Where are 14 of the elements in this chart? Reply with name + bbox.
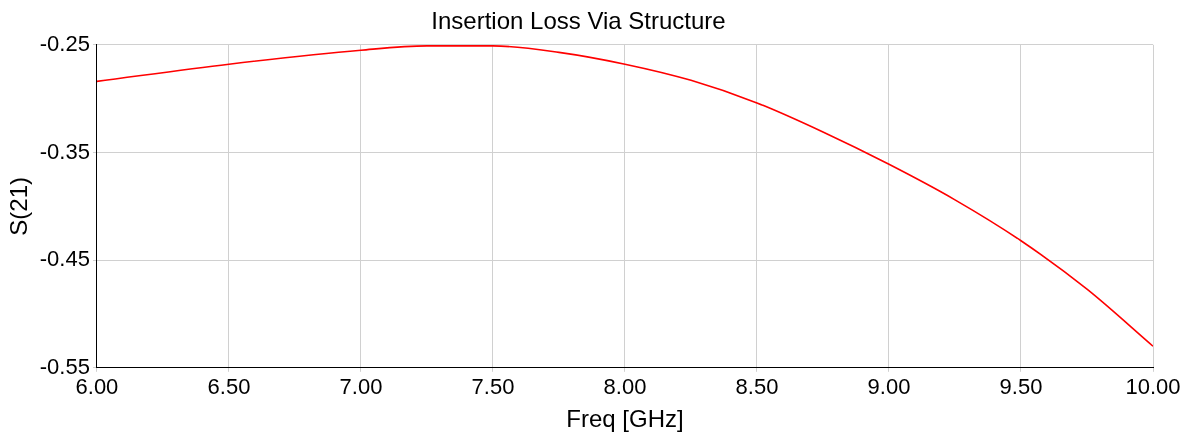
x-tick-label: 6.50	[207, 374, 251, 400]
chart-title: Insertion Loss Via Structure	[431, 7, 726, 35]
y-tick-label: -0.45	[39, 246, 90, 272]
y-tick-label: -0.35	[39, 138, 90, 164]
x-tick-label: 10.00	[1125, 374, 1181, 400]
y-tick-label: -0.25	[39, 30, 90, 56]
y-axis-title: S(21)	[5, 176, 33, 236]
x-tick-label: 8.00	[603, 374, 647, 400]
x-axis-title: Freq [GHz]	[566, 405, 684, 433]
x-tick-label: 7.50	[471, 374, 515, 400]
x-tick-label: 9.00	[867, 374, 911, 400]
x-tick-label: 8.50	[735, 374, 779, 400]
x-tick-label: 9.50	[999, 374, 1043, 400]
x-tick-label: 7.00	[339, 374, 383, 400]
